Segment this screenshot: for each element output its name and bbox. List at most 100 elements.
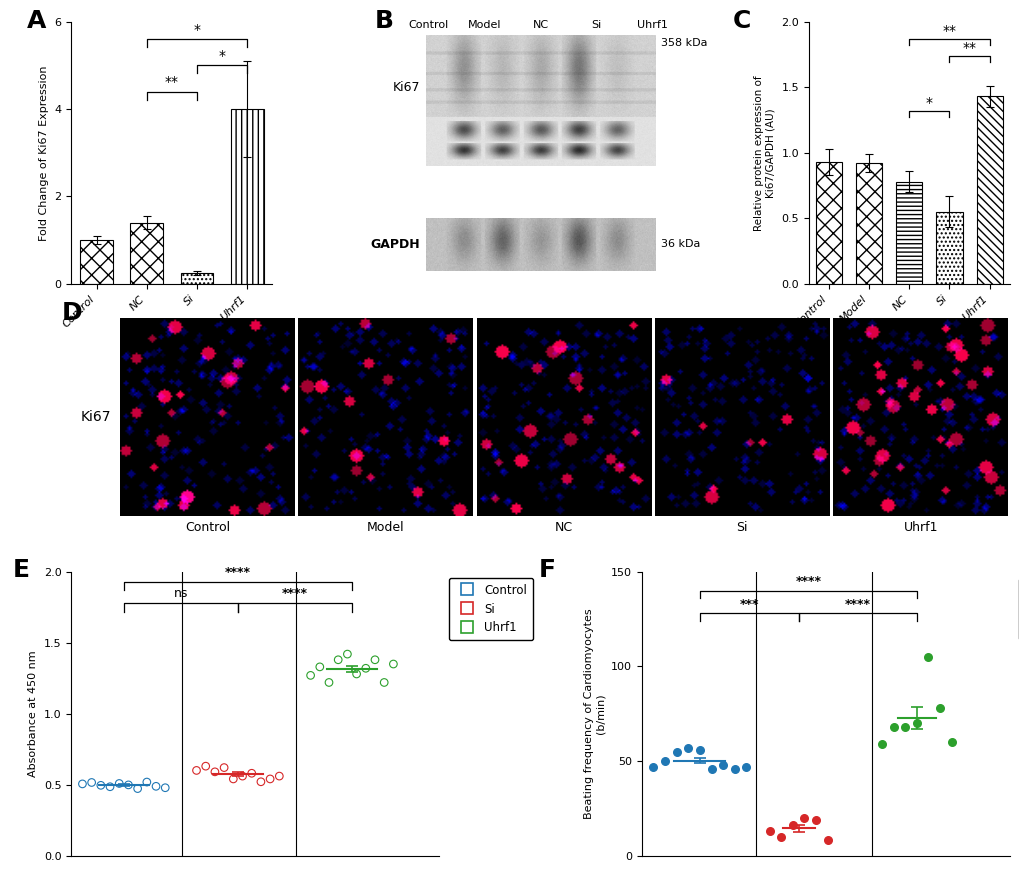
Point <box>703 761 719 775</box>
Point <box>339 647 356 661</box>
Text: 11.76%: 11.76% <box>486 320 521 331</box>
Point <box>385 657 401 671</box>
Text: Si: Si <box>736 521 747 534</box>
Text: Model: Model <box>468 20 501 30</box>
Text: Ki67: Ki67 <box>81 410 111 424</box>
Point <box>271 769 287 783</box>
Text: C: C <box>732 9 750 32</box>
Text: Control: Control <box>409 20 448 30</box>
Text: D: D <box>62 301 83 325</box>
Text: GAPDH: GAPDH <box>370 238 420 251</box>
Bar <box>815 162 841 284</box>
Point <box>358 662 374 676</box>
Text: ****: **** <box>225 566 251 579</box>
Point <box>761 824 777 838</box>
Point <box>120 778 137 792</box>
Point <box>796 811 812 825</box>
Point <box>367 653 383 667</box>
Point <box>784 818 800 832</box>
Text: B: B <box>374 9 393 32</box>
Legend: Control, Si, Uhrf1: Control, Si, Uhrf1 <box>448 578 533 640</box>
Text: Uhrf1: Uhrf1 <box>636 20 667 30</box>
Point <box>908 716 924 730</box>
Point <box>807 813 823 827</box>
Text: E: E <box>12 558 30 581</box>
Point <box>312 660 328 674</box>
Text: Ki67: Ki67 <box>392 81 420 93</box>
Text: **: ** <box>942 24 956 38</box>
Text: *: * <box>218 49 225 64</box>
Point <box>873 737 890 751</box>
Point <box>102 780 118 794</box>
Text: *: * <box>925 95 932 109</box>
Point <box>819 834 836 848</box>
Y-axis label: Absorbance at 450 nm: Absorbance at 450 nm <box>29 650 39 777</box>
Point <box>84 775 100 789</box>
Text: Si: Si <box>591 20 601 30</box>
Text: 8.09%: 8.09% <box>308 320 337 331</box>
Point <box>667 745 684 759</box>
Text: 23.13%: 23.13% <box>842 320 877 331</box>
Point <box>216 760 232 774</box>
Y-axis label: Fold Change of Ki67 Expression: Fold Change of Ki67 Expression <box>39 65 49 241</box>
Text: 4.45%: 4.45% <box>663 320 693 331</box>
Text: *: * <box>194 23 201 38</box>
Point <box>726 761 742 775</box>
Text: NC: NC <box>532 20 548 30</box>
Point <box>919 650 935 663</box>
Text: F: F <box>538 558 555 581</box>
Point <box>253 775 269 789</box>
Point <box>738 760 754 773</box>
Text: 13.89%: 13.89% <box>129 320 165 331</box>
Bar <box>81 240 113 284</box>
Text: NC: NC <box>554 521 573 534</box>
Point <box>884 720 901 734</box>
Point <box>234 769 251 783</box>
Text: A: A <box>28 9 47 32</box>
Point <box>225 772 242 786</box>
Text: ****: **** <box>844 598 870 610</box>
Bar <box>855 163 881 284</box>
Point <box>645 760 661 773</box>
Point <box>943 735 959 749</box>
Text: 36 kDa: 36 kDa <box>660 239 700 250</box>
Text: ns: ns <box>173 588 187 601</box>
Text: ****: **** <box>795 575 820 588</box>
Point <box>148 780 164 794</box>
Text: **: ** <box>962 40 975 54</box>
Point <box>656 754 673 768</box>
Point <box>348 667 365 681</box>
Point <box>330 653 346 667</box>
Point <box>321 676 337 690</box>
Point <box>714 758 731 772</box>
Bar <box>935 211 962 284</box>
Point <box>896 720 912 734</box>
Point <box>772 829 789 843</box>
Bar <box>130 223 163 284</box>
Text: Control: Control <box>184 521 230 534</box>
Point <box>189 763 205 777</box>
Point <box>74 777 91 791</box>
Bar <box>180 272 213 284</box>
Point <box>207 765 223 779</box>
Point <box>139 775 155 789</box>
Y-axis label: Relative protein expression of
Ki67/GAPDH (AU): Relative protein expression of Ki67/GAPD… <box>753 75 774 230</box>
Text: **: ** <box>165 75 178 90</box>
Point <box>198 760 214 773</box>
Y-axis label: Beating frequency of Cardiomyocytes
(b/min): Beating frequency of Cardiomyocytes (b/m… <box>583 608 605 819</box>
Bar <box>975 96 1002 284</box>
Bar <box>896 182 921 284</box>
Text: ***: *** <box>739 598 758 610</box>
Text: Uhrf1: Uhrf1 <box>903 521 937 534</box>
Point <box>244 766 260 780</box>
Point <box>93 779 109 793</box>
Point <box>129 781 146 795</box>
Bar <box>230 109 264 284</box>
Point <box>376 676 392 690</box>
Text: 358 kDa: 358 kDa <box>660 38 707 48</box>
Point <box>262 772 278 786</box>
Point <box>691 743 707 757</box>
Point <box>303 669 319 683</box>
Point <box>680 740 696 754</box>
Text: ****: **** <box>281 588 308 601</box>
